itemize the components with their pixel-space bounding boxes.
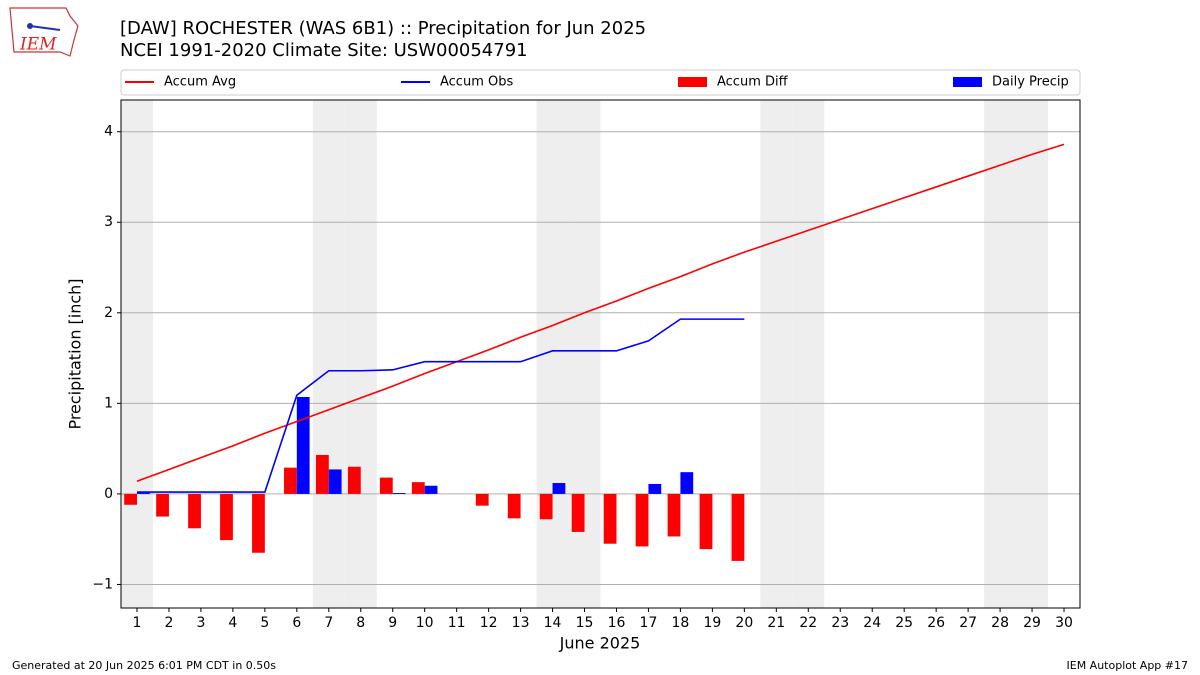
x-axis-label: June 2025 xyxy=(559,634,641,653)
x-tick-label: 5 xyxy=(260,615,269,631)
bar xyxy=(347,466,361,494)
bar xyxy=(379,477,393,494)
x-tick-label: 2 xyxy=(164,615,173,631)
bar xyxy=(699,493,713,550)
logo-icon xyxy=(29,25,61,31)
x-tick-label: 7 xyxy=(324,615,333,631)
bar xyxy=(284,467,297,494)
logo-text: IEM xyxy=(19,35,57,55)
weekend-shade xyxy=(792,100,825,608)
chart-title: [DAW] ROCHESTER (WAS 6B1) :: Precipitati… xyxy=(120,18,646,39)
x-tick-label: 26 xyxy=(927,615,945,631)
bar xyxy=(539,493,553,520)
legend-item: Accum Diff xyxy=(678,75,789,90)
x-tick-label: 22 xyxy=(799,615,817,631)
weekend-shade xyxy=(121,100,153,608)
logo: IEM xyxy=(9,7,79,57)
legend-label: Accum Avg xyxy=(164,75,236,90)
x-tick-label: 19 xyxy=(703,615,721,631)
legend-item: Accum Obs xyxy=(401,75,513,90)
bar xyxy=(315,454,329,494)
x-tick-label: 14 xyxy=(544,615,562,631)
y-tick-label: 3 xyxy=(104,214,113,230)
bar xyxy=(571,493,585,532)
x-tick-label: 9 xyxy=(388,615,397,631)
x-tick-label: 3 xyxy=(196,615,205,631)
x-tick-label: 20 xyxy=(735,615,753,631)
legend-swatch xyxy=(953,77,982,87)
bar xyxy=(731,493,745,561)
bar xyxy=(667,493,681,537)
bar xyxy=(424,485,438,494)
weekend-shade xyxy=(984,100,1017,608)
bar xyxy=(392,492,406,494)
x-tick-label: 11 xyxy=(448,615,466,631)
y-tick-label: −1 xyxy=(92,576,113,592)
legend-item: Accum Avg xyxy=(125,75,236,90)
legend-box xyxy=(120,69,1081,96)
bar xyxy=(136,492,150,494)
legend-label: Accum Diff xyxy=(717,75,789,90)
bar xyxy=(552,483,566,494)
plot-frame xyxy=(120,99,1081,609)
bar xyxy=(156,493,169,517)
bar xyxy=(328,469,342,494)
x-tick-label: 30 xyxy=(1055,615,1073,631)
line xyxy=(136,143,1065,482)
bar xyxy=(124,493,137,505)
legend-label: Accum Obs xyxy=(440,75,513,90)
x-tick-label: 18 xyxy=(672,615,690,631)
x-tick-label: 16 xyxy=(608,615,626,631)
y-axis-label: Precipitation [inch] xyxy=(66,278,85,429)
bar xyxy=(507,493,521,519)
y-tick-label: 4 xyxy=(104,124,113,140)
weekend-shade xyxy=(760,100,793,608)
x-tick-label: 27 xyxy=(959,615,977,631)
x-tick-label: 23 xyxy=(831,615,849,631)
legend-item: Daily Precip xyxy=(953,75,1069,90)
x-tick-label: 6 xyxy=(292,615,301,631)
x-tick-label: 21 xyxy=(767,615,785,631)
legend-label: Daily Precip xyxy=(992,75,1069,90)
x-tick-label: 13 xyxy=(512,615,530,631)
bar xyxy=(475,493,489,506)
footer-left: Generated at 20 Jun 2025 6:01 PM CDT in … xyxy=(12,659,276,672)
footer-right: IEM Autoplot App #17 xyxy=(1067,659,1189,672)
x-tick-label: 25 xyxy=(895,615,913,631)
y-tick-label: 2 xyxy=(104,305,113,321)
x-tick-label: 17 xyxy=(640,615,658,631)
bar xyxy=(296,397,310,494)
weekend-shade xyxy=(1016,100,1049,608)
chart-subtitle: NCEI 1991-2020 Climate Site: USW00054791 xyxy=(120,40,528,61)
bar xyxy=(635,493,649,547)
x-tick-label: 15 xyxy=(576,615,594,631)
x-tick-label: 8 xyxy=(356,615,365,631)
x-tick-label: 28 xyxy=(991,615,1009,631)
y-tick-label: 0 xyxy=(104,486,113,502)
x-tick-label: 1 xyxy=(133,615,142,631)
bar xyxy=(603,493,617,544)
weekend-shade xyxy=(312,100,345,608)
y-tick-label: 1 xyxy=(104,395,113,411)
logo-outline xyxy=(9,7,79,57)
line xyxy=(136,318,745,493)
weekend-shade xyxy=(344,100,377,608)
bar xyxy=(252,493,265,553)
x-tick-label: 10 xyxy=(416,615,434,631)
bar xyxy=(680,472,694,494)
legend-swatch xyxy=(678,77,707,87)
bar xyxy=(220,493,233,541)
x-tick-label: 4 xyxy=(228,615,237,631)
bar xyxy=(188,493,201,529)
bar xyxy=(648,483,662,494)
x-tick-label: 24 xyxy=(863,615,881,631)
x-tick-label: 29 xyxy=(1023,615,1041,631)
bar xyxy=(411,482,425,494)
x-tick-label: 12 xyxy=(480,615,498,631)
